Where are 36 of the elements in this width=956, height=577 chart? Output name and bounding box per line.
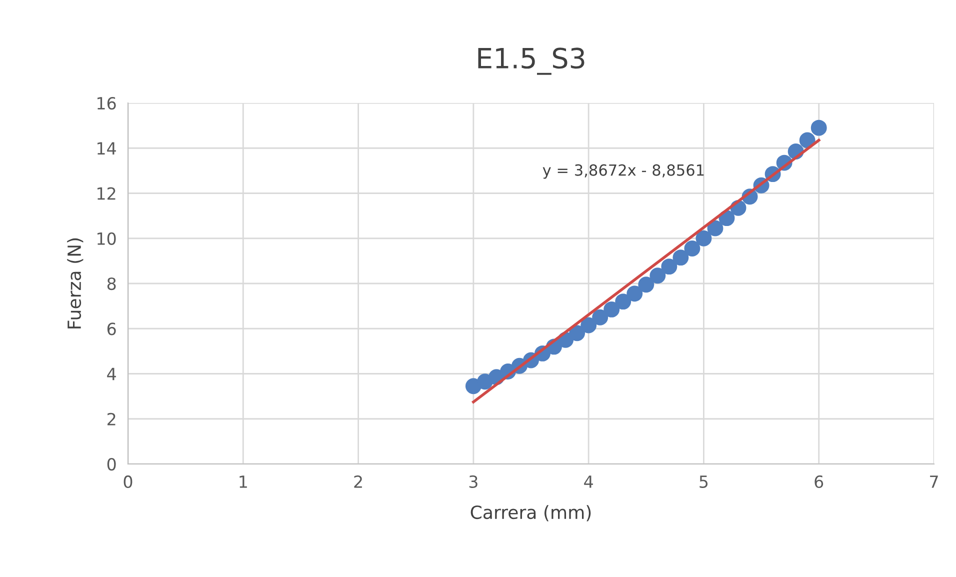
point bbox=[626, 286, 643, 302]
point bbox=[569, 325, 586, 342]
point bbox=[696, 230, 712, 246]
chart-title: E1.5_S3 bbox=[478, 48, 584, 75]
x-tick-label: 0 bbox=[124, 475, 132, 488]
point bbox=[592, 309, 608, 326]
x-tick-label: 5 bbox=[700, 476, 708, 488]
y-tick-label: 0 bbox=[107, 458, 116, 471]
x-tick-label: 2 bbox=[354, 475, 362, 488]
point bbox=[580, 317, 597, 334]
x-tick-label: 1 bbox=[240, 476, 247, 488]
y-tick-label: 4 bbox=[107, 368, 116, 380]
y-tick-label: 16 bbox=[98, 96, 116, 110]
y-tick-label: 6 bbox=[107, 322, 116, 336]
y-axis-title: Fuerza (N) bbox=[67, 238, 84, 328]
point bbox=[707, 220, 724, 236]
point bbox=[638, 276, 654, 293]
x-tick-label: 4 bbox=[584, 476, 593, 488]
x-tick-label: 7 bbox=[930, 476, 938, 488]
point bbox=[684, 240, 700, 257]
point bbox=[604, 301, 620, 318]
point bbox=[799, 132, 816, 148]
x-axis-title: Carrera (mm) bbox=[470, 505, 591, 522]
annotation: y = 3,8672x - 8,8561 bbox=[542, 164, 704, 179]
y-tick-label: 10 bbox=[98, 232, 116, 245]
y-tick-label: 2 bbox=[108, 412, 116, 426]
x-tick-label: 6 bbox=[814, 475, 824, 488]
y-tick-label: 12 bbox=[98, 187, 116, 200]
point bbox=[810, 120, 827, 136]
point bbox=[650, 268, 666, 284]
y-tick-label: 14 bbox=[98, 142, 116, 154]
x-tick-label: 3 bbox=[469, 475, 478, 488]
y-tick-label: 8 bbox=[107, 277, 116, 290]
point bbox=[672, 250, 689, 266]
point bbox=[661, 258, 678, 275]
point bbox=[615, 294, 632, 310]
